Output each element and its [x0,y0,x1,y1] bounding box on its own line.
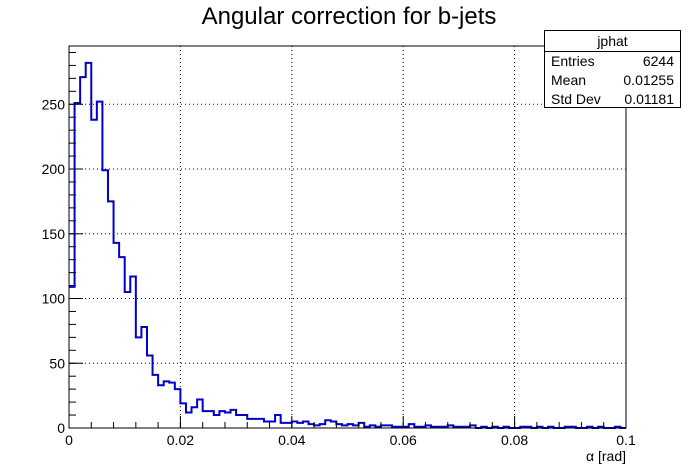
x-tick-label: 0.08 [501,432,528,448]
y-tick-label: 100 [42,291,66,307]
grid-lines [69,46,626,428]
y-tick-label: 150 [42,226,66,242]
stats-value: 6244 [642,53,674,69]
x-tick-label: 0.04 [278,432,305,448]
x-tick-label: 0.02 [167,432,194,448]
chart-title: Angular correction for b-jets [202,3,497,30]
x-tick-label: 0.1 [616,432,636,448]
x-tick-label: 0 [65,432,73,448]
histogram-series-line [69,61,626,429]
stats-value: 0.01255 [623,72,674,88]
x-tick-label: 0.06 [390,432,417,448]
stats-row-entries: Entries 6244 [545,52,680,71]
stats-value: 0.01181 [624,91,674,107]
y-axis: 0 50 100 150 200 250 [42,51,83,436]
x-axis: 0 0.02 0.04 0.06 0.08 0.1 [65,416,636,448]
x-axis-label: α [rad] [586,448,626,464]
y-tick-label: 200 [42,161,66,177]
stats-row-stddev: Std Dev 0.01181 [545,90,680,109]
stats-label: Entries [551,53,595,69]
stats-box: jphat Entries 6244 Mean 0.01255 Std Dev … [544,30,681,108]
stats-label: Std Dev [551,91,601,107]
y-tick-label: 250 [42,96,66,112]
y-tick-label: 0 [57,420,65,436]
stats-row-mean: Mean 0.01255 [545,71,680,90]
y-tick-label: 50 [49,355,65,371]
plot-frame [68,45,627,429]
stats-label: Mean [551,72,587,88]
stats-box-title: jphat [545,31,680,52]
